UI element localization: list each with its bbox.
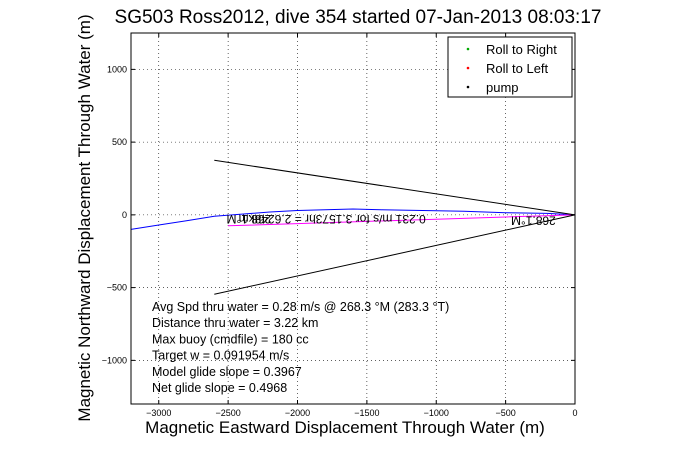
y-tick-label: 500 [112,137,127,147]
series-line-1 [228,214,576,227]
x-tick-label: −1500 [354,408,379,418]
overlay-labels: 268.1°M0.231 m/s for 3.1573hr = 2.6248km… [226,212,555,227]
legend-marker [466,85,470,89]
chart-title: SG503 Ross2012, dive 354 started 07-Jan-… [115,7,602,28]
series-line-3 [214,214,576,295]
overlay-label: 268.1°M [226,212,271,226]
legend-entry-label: Roll to Left [486,61,549,76]
x-tick-label: −500 [495,408,515,418]
stats-annotation-line: Distance thru water = 3.22 km [152,316,318,330]
x-tick-label: −2000 [285,408,310,418]
y-tick-label: −1000 [102,355,127,365]
plot-frame [130,32,576,405]
x-tick-label: 0 [572,408,577,418]
x-tick-label: −2500 [215,408,240,418]
legend-marker [466,47,470,51]
stats-annotation-line: Net glide slope = 0.4968 [152,381,287,395]
y-tick-label: −500 [107,283,127,293]
legend-entry-label: pump [486,80,519,95]
series-line-0 [130,208,576,230]
stats-annotations: Avg Spd thru water = 0.28 m/s @ 268.3 °M… [152,300,449,395]
legend: Roll to Right Roll to Left pump [447,36,573,98]
y-axis-label: Magnetic Northward Displacement Through … [75,14,94,421]
legend-marker [466,66,470,70]
y-tick-label: 0 [122,210,127,220]
stats-annotation-line: Model glide slope = 0.3967 [152,365,302,379]
x-tick-label: −1000 [424,408,449,418]
legend-entry-label: Roll to Right [486,42,557,57]
stats-annotation-line: Max buoy (cmdfile) = 180 cc [152,332,309,346]
overlay-label: 0.231 m/s for 3.1573hr = 2.6248km [239,212,426,226]
y-tick-label: 1000 [107,64,127,74]
series-layer [130,159,576,295]
series-line-2 [214,159,576,216]
stats-annotation-line: Avg Spd thru water = 0.28 m/s @ 268.3 °M… [152,300,449,314]
stats-annotation-line: Target w = 0.091954 m/s [152,349,289,363]
x-tick-label: −3000 [146,408,171,418]
x-axis-label: Magnetic Eastward Displacement Through W… [145,418,545,437]
axis-ticks: −3000 −2500 −2000 −1500 −1000 −500 0 1000 500 0 −5… [102,33,578,418]
overlay-label: 268.1°M [511,213,556,227]
